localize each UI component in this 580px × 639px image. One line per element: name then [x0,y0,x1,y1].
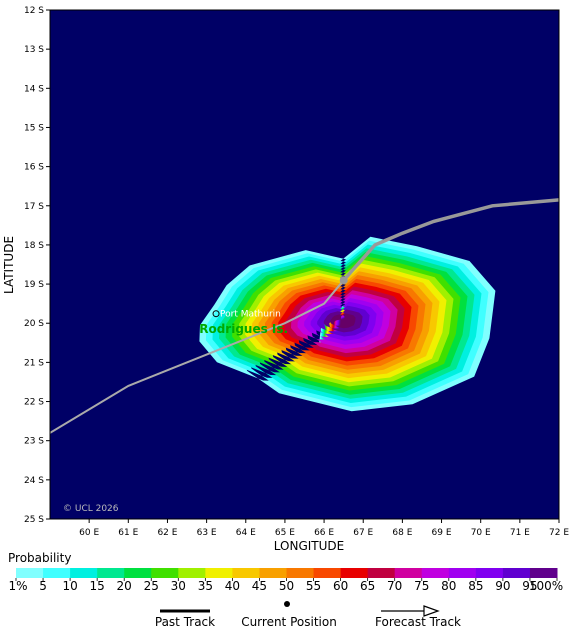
lon-tick-label: 67 E [353,528,373,538]
probability-field [199,236,496,412]
scale-label: 100% [528,579,564,593]
lat-tick-label: 18 S [24,241,44,251]
port-mathurin-label: Port Mathurin [220,310,281,320]
scale-color-swatch [421,568,450,578]
lat-tick-label: 19 S [24,280,44,290]
port-mathurin-marker [212,310,220,318]
lon-tick-label: 69 E [432,528,452,538]
rodrigues-island-label: Rodrigues Is. [199,322,288,336]
scale-label: 15 [89,579,105,593]
lon-tick-label: 60 E [79,528,99,538]
scale-label: 35 [197,579,213,593]
past-track-line [50,279,345,434]
lat-tick-label: 12 S [24,6,44,16]
current-position-marker [339,276,348,285]
probability-color-scale [15,568,558,581]
scale-color-swatch [394,568,423,578]
scale-label: 55 [305,579,322,593]
scale-color-swatch [286,568,315,578]
lon-tick-label: 70 E [471,528,491,538]
scale-color-swatch [232,568,260,578]
scale-label: 5 [39,579,47,593]
place-markers: Port Mathurin Rodrigues Is. [199,310,288,336]
scale-label: 85 [468,579,484,593]
lat-tick-label: 13 S [24,45,44,55]
scale-color-swatch [151,568,179,578]
scale-label: 60 [332,579,349,593]
current-position-key-label: Current Position [241,615,337,629]
forecast-track-key-label: Forecast Track [375,615,461,629]
scale-label: 10 [62,579,78,593]
scale-color-swatch [43,568,71,578]
scale-label: 45 [251,579,268,593]
scale-label: 40 [224,579,241,593]
forecast-track-line [342,198,559,282]
scale-label: 95 [522,579,538,593]
lat-tick-label: 16 S [24,163,44,173]
lat-tick-label: 15 S [24,123,44,133]
lat-tick-label: 22 S [24,398,44,408]
lon-tick-label: 71 E [510,528,530,538]
lat-tick-label: 25 S [24,515,44,525]
lat-tick-label: 17 S [24,202,44,212]
plot-frame [49,9,560,520]
scale-label: 90 [495,579,511,593]
lon-tick-label: 68 E [392,528,412,538]
lon-tick-label: 62 E [157,528,177,538]
scale-color-swatch [448,568,477,578]
scale-color-swatch [205,568,233,578]
lat-tick-label: 23 S [24,437,44,447]
forecast-track-key-arrow [381,605,440,617]
lon-tick-label: 61 E [118,528,138,538]
lat-tick-label: 24 S [24,476,44,486]
scale-color-swatch [16,568,44,578]
scale-color-swatch [259,568,287,578]
scale-label: 75 [414,579,430,593]
scale-label: 65 [360,579,376,593]
lat-tick-label: 21 S [24,358,44,368]
scale-color-swatch [70,568,98,578]
scale-label: 80 [441,579,457,593]
scale-color-swatch [502,568,531,578]
scale-label: 50 [278,579,295,593]
storm-track [50,198,559,434]
scale-color-swatch [313,568,342,578]
lat-tick-label: 14 S [24,84,44,94]
lon-tick-label: 72 E [549,528,569,538]
current-position-key-dot [284,601,290,607]
scale-label: 70 [387,579,403,593]
scale-color-swatch [340,568,369,578]
lon-tick-label: 63 E [197,528,217,538]
past-track-key-label: Past Track [154,615,216,629]
copyright-label: © UCL 2026 [63,504,119,514]
scale-label: 30 [170,579,186,593]
axis-ticks: 12 S 13 S 14 S 15 S 16 S 17 S 18 S 19 S 20 S 21 S… [24,6,569,538]
lon-tick-label: 65 E [275,528,295,538]
lon-tick-label: 66 E [314,528,334,538]
lat-tick-label: 20 S [24,319,44,329]
scale-color-swatch [124,568,152,578]
legend-title: Probability [8,551,72,565]
scale-color-swatch [97,568,125,578]
lon-tick-label: 64 E [236,528,256,538]
y-axis-title: LATITUDE [2,236,16,294]
scale-color-swatch [529,568,558,578]
scale-label: 1% [8,579,28,593]
scale-color-swatch [367,568,396,578]
probability-contour-band [330,313,356,329]
scale-color-swatch [178,568,206,578]
scale-label: 25 [143,579,159,593]
scale-label: 20 [116,579,132,593]
x-axis-title: LONGITUDE [274,539,344,553]
scale-color-swatch [475,568,504,578]
